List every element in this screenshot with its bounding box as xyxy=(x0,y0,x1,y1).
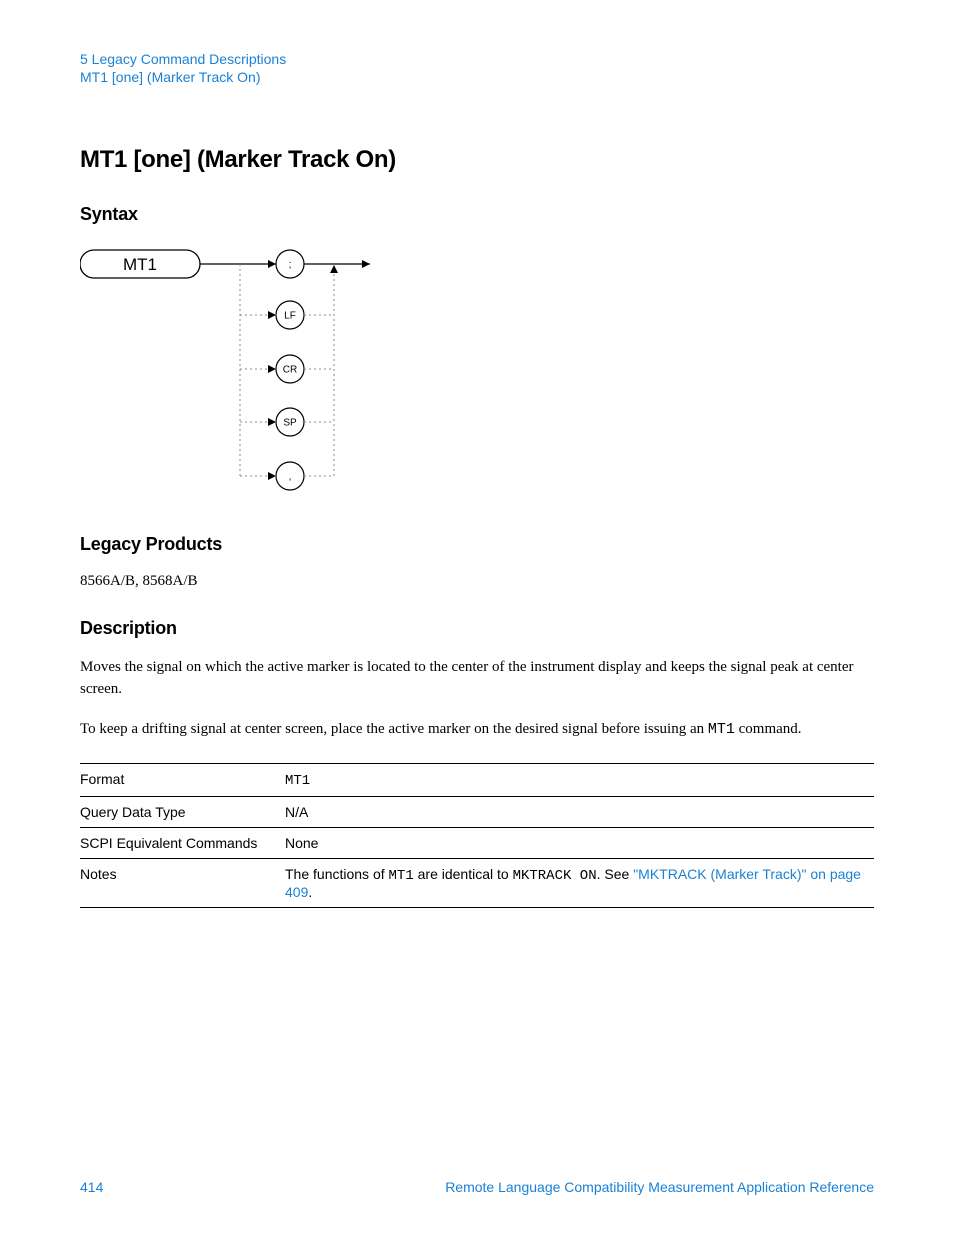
svg-text:LF: LF xyxy=(284,311,296,322)
svg-text:CR: CR xyxy=(283,365,297,376)
page-title: MT1 [one] (Marker Track On) xyxy=(80,146,874,174)
svg-text:;: ; xyxy=(289,260,292,271)
page-footer: 414 Remote Language Compatibility Measur… xyxy=(80,1179,874,1195)
desc-p2-code: MT1 xyxy=(708,721,735,738)
header-chapter: 5 Legacy Command Descriptions xyxy=(80,50,874,68)
notes-code2: MKTRACK ON xyxy=(513,868,597,884)
table-row: Query Data Type N/A xyxy=(80,796,874,827)
syntax-heading: Syntax xyxy=(80,204,874,225)
row-code: MT1 xyxy=(285,773,310,789)
table-row: Format MT1 xyxy=(80,763,874,796)
legacy-products-text: 8566A/B, 8568A/B xyxy=(80,571,874,592)
notes-d: . xyxy=(308,884,312,900)
notes-code1: MT1 xyxy=(389,868,414,884)
row-label: Query Data Type xyxy=(80,796,285,827)
description-p1: Moves the signal on which the active mar… xyxy=(80,657,874,701)
page-number: 414 xyxy=(80,1179,103,1195)
description-p2: To keep a drifting signal at center scre… xyxy=(80,719,874,741)
table-row: SCPI Equivalent Commands None xyxy=(80,827,874,858)
row-label: Notes xyxy=(80,858,285,907)
row-value: None xyxy=(285,827,874,858)
svg-text:,: , xyxy=(289,472,292,483)
row-label: Format xyxy=(80,763,285,796)
row-value: MT1 xyxy=(285,763,874,796)
description-heading: Description xyxy=(80,618,874,639)
notes-b: are identical to xyxy=(414,866,513,882)
syntax-diagram: MT1; LF CR SP, xyxy=(80,239,874,504)
details-table: Format MT1 Query Data Type N/A SCPI Equi… xyxy=(80,763,874,908)
desc-p2-b: command. xyxy=(735,721,802,737)
svg-text:SP: SP xyxy=(283,418,297,429)
notes-a: The functions of xyxy=(285,866,389,882)
row-label: SCPI Equivalent Commands xyxy=(80,827,285,858)
legacy-products-heading: Legacy Products xyxy=(80,534,874,555)
row-value: N/A xyxy=(285,796,874,827)
notes-c: . See xyxy=(597,866,634,882)
doc-title: Remote Language Compatibility Measuremen… xyxy=(445,1179,874,1195)
table-row-notes: Notes The functions of MT1 are identical… xyxy=(80,858,874,907)
header-topic: MT1 [one] (Marker Track On) xyxy=(80,68,874,86)
desc-p2-a: To keep a drifting signal at center scre… xyxy=(80,721,708,737)
row-value: The functions of MT1 are identical to MK… xyxy=(285,858,874,907)
svg-text:MT1: MT1 xyxy=(123,255,157,274)
